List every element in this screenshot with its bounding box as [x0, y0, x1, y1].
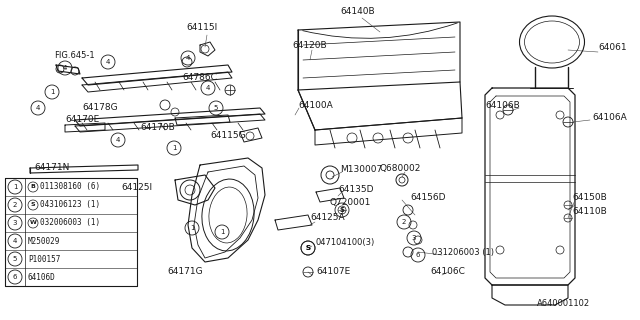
Text: FIG.645-1: FIG.645-1 [54, 51, 95, 60]
Text: 64100A: 64100A [298, 100, 333, 109]
Text: P100157: P100157 [28, 254, 60, 263]
Text: M130007: M130007 [340, 165, 382, 174]
Text: S: S [305, 245, 310, 251]
Text: 64178G: 64178G [82, 103, 118, 113]
Text: 1: 1 [13, 184, 17, 190]
Text: 64156D: 64156D [410, 194, 445, 203]
Text: 64135D: 64135D [338, 186, 374, 195]
Text: 1: 1 [220, 229, 224, 235]
Text: 4: 4 [206, 85, 210, 91]
Text: 64107E: 64107E [316, 268, 350, 276]
Text: 1: 1 [172, 145, 176, 151]
Text: 2: 2 [402, 219, 406, 225]
Text: S: S [305, 245, 310, 251]
Text: 3: 3 [13, 220, 17, 226]
Text: 4: 4 [13, 238, 17, 244]
Text: 032006003 (1): 032006003 (1) [40, 219, 100, 228]
Text: 64061: 64061 [598, 44, 627, 52]
Text: 64786C: 64786C [182, 74, 218, 83]
Text: 64106D: 64106D [28, 273, 56, 282]
Text: 64170E: 64170E [65, 116, 99, 124]
Text: 4: 4 [116, 137, 120, 143]
Text: 4: 4 [36, 105, 40, 111]
Text: 5: 5 [214, 105, 218, 111]
Text: 64106A: 64106A [592, 114, 627, 123]
Text: S: S [339, 207, 344, 213]
Text: Q680002: Q680002 [380, 164, 420, 172]
Text: 011308160 (6): 011308160 (6) [40, 182, 100, 191]
Text: 4: 4 [186, 55, 190, 61]
Text: W: W [29, 220, 36, 226]
Text: 2: 2 [13, 202, 17, 208]
Text: 64150B: 64150B [572, 194, 607, 203]
Text: 64125A: 64125A [310, 213, 344, 222]
Text: 5: 5 [13, 256, 17, 262]
Text: 4: 4 [63, 65, 67, 71]
Text: 64110B: 64110B [572, 207, 607, 217]
Text: 64125I: 64125I [121, 183, 152, 193]
Text: 64106C: 64106C [431, 268, 465, 276]
Text: M250029: M250029 [28, 236, 60, 245]
Text: 64171N: 64171N [35, 164, 70, 172]
Text: 1: 1 [50, 89, 54, 95]
Text: 6: 6 [13, 274, 17, 280]
Text: 64171G: 64171G [167, 268, 203, 276]
Text: 4: 4 [106, 59, 110, 65]
Text: 043106123 (1): 043106123 (1) [40, 201, 100, 210]
Text: 1: 1 [189, 225, 195, 231]
Text: 64115I: 64115I [186, 23, 218, 33]
Text: 64170B: 64170B [141, 124, 175, 132]
Text: 047104100(3): 047104100(3) [316, 237, 375, 246]
Text: A640001102: A640001102 [537, 300, 590, 308]
Text: B: B [31, 185, 35, 189]
Text: 64120B: 64120B [292, 41, 327, 50]
Text: S: S [31, 203, 35, 207]
Text: 6: 6 [416, 252, 420, 258]
Text: 64115G: 64115G [210, 131, 246, 140]
Text: Q720001: Q720001 [330, 197, 371, 206]
Text: 3: 3 [412, 235, 416, 241]
Text: 64140B: 64140B [340, 7, 375, 17]
Text: 64106B: 64106B [485, 100, 520, 109]
Text: 031206003 (1): 031206003 (1) [432, 247, 494, 257]
